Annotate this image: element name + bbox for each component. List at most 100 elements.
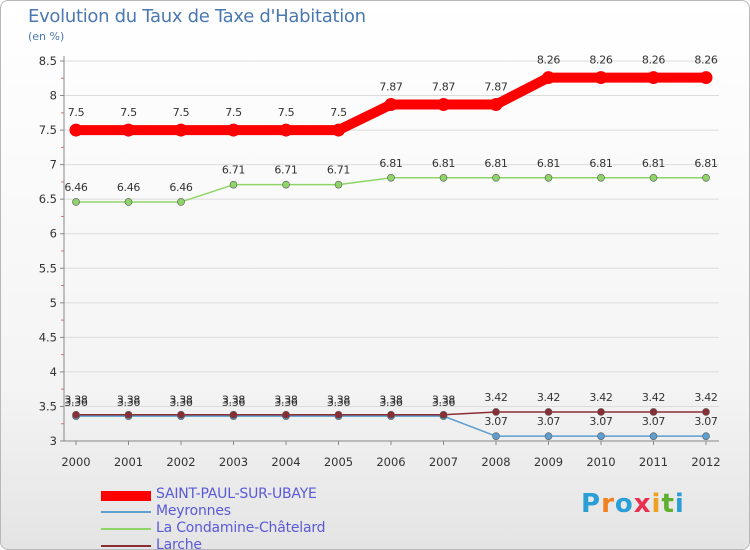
series-saint-paul-label: 7.87 (432, 81, 456, 94)
proxiti-logo: Proxiti (581, 489, 685, 519)
series-meyronnes-label: 3.07 (642, 415, 666, 428)
series-la-condamine-point (387, 173, 395, 182)
y-tick-label: 8.5 (39, 54, 57, 68)
series-saint-paul-point (542, 71, 555, 85)
series-larche-point (282, 410, 290, 419)
series-la-condamine-point (72, 198, 80, 206)
y-tick-label: 5 (50, 296, 57, 310)
series-la-condamine-point (492, 173, 500, 182)
series-meyronnes-label: 3.36 (274, 396, 298, 409)
series-larche-label: 3.38 (222, 394, 246, 407)
series-larche-point (387, 410, 395, 419)
series-la-condamine-label: 6.46 (64, 181, 88, 194)
series-saint-paul-point (174, 123, 188, 137)
logo-letter: x (633, 489, 652, 519)
series-saint-paul-label: 8.26 (642, 54, 666, 67)
series-saint-paul-label: 8.26 (537, 54, 561, 67)
logo-letter: t (661, 489, 675, 519)
series-saint-paul-label: 7.5 (68, 106, 85, 119)
x-tick-label: 2003 (219, 455, 248, 469)
series-saint-paul-label: 7.5 (173, 106, 190, 119)
y-tick-label: 5.5 (39, 261, 57, 275)
y-tick-label: 3 (50, 434, 57, 448)
logo-letter: o (614, 489, 634, 519)
x-tick-label: 2011 (639, 455, 668, 469)
x-tick-label: 2012 (691, 455, 720, 469)
y-tick-label: 7 (50, 158, 57, 172)
series-larche-point (492, 408, 500, 416)
series-larche-point (439, 410, 448, 419)
series-saint-paul-label: 7.5 (120, 106, 137, 119)
series-la-condamine-label: 6.46 (117, 181, 141, 194)
series-saint-paul-label: 7.5 (330, 106, 347, 119)
series-la-condamine-label: 6.71 (222, 164, 245, 177)
x-tick-label: 2009 (534, 455, 563, 469)
y-tick-label: 3.5 (39, 399, 57, 413)
series-meyronnes-point (597, 432, 605, 440)
series-la-condamine-label: 6.46 (169, 181, 193, 194)
series-saint-paul-label: 8.26 (589, 54, 613, 67)
y-tick-label: 8 (50, 89, 57, 103)
series-la-condamine-label: 6.71 (327, 164, 350, 177)
logo-letter: P (581, 489, 602, 519)
series-la-condamine-label: 6.81 (537, 157, 560, 170)
series-meyronnes-point (702, 432, 710, 440)
series-saint-paul-point (227, 123, 240, 137)
series-saint-paul-point (279, 123, 293, 137)
series-saint-paul-point (699, 71, 713, 85)
series-larche-label: 3.38 (64, 394, 88, 407)
series-la-condamine-point (229, 180, 238, 189)
x-tick-label: 2005 (324, 455, 353, 469)
series-la-condamine-point (649, 173, 658, 182)
series-saint-paul-label: 7.87 (484, 81, 508, 94)
series-la-condamine-point (124, 198, 133, 206)
series-la-condamine-point (702, 173, 710, 182)
series-saint-paul-point (122, 123, 135, 137)
x-tick-label: 2007 (429, 455, 458, 469)
legend-label: Larche (156, 537, 202, 550)
series-meyronnes-label: 3.36 (64, 396, 88, 409)
y-tick-label: 6 (50, 227, 57, 241)
x-tick-label: 2010 (586, 455, 615, 469)
y-tick-label: 4 (50, 365, 57, 379)
series-larche-label: 3.38 (432, 394, 456, 407)
series-larche-point (597, 408, 605, 416)
chart-subtitle: (en %) (28, 30, 65, 43)
legend-swatch (101, 491, 151, 501)
legend-label: SAINT-PAUL-SUR-UBAYE (156, 486, 317, 502)
x-tick-label: 2002 (166, 455, 195, 469)
series-meyronnes-point (492, 432, 500, 440)
legend-label: La Condamine-Châtelard (156, 520, 326, 536)
series-meyronnes-label: 3.07 (694, 415, 718, 428)
series-meyronnes-label: 3.36 (117, 396, 141, 409)
series-saint-paul-point (489, 98, 503, 112)
series-la-condamine-point (282, 180, 290, 189)
logo-letter: i (651, 489, 662, 519)
series-larche-label: 3.42 (694, 391, 717, 404)
series-larche-point (229, 410, 238, 419)
series-larche-label: 3.42 (484, 391, 507, 404)
chart-title: Evolution du Taux de Taxe d'Habitation (28, 6, 366, 27)
series-larche-label: 3.42 (537, 391, 560, 404)
x-tick-label: 2001 (114, 455, 143, 469)
series-larche-point (334, 410, 343, 419)
legend-swatch (101, 528, 151, 530)
series-larche-label: 3.38 (274, 394, 298, 407)
logo-letter: i (674, 489, 685, 519)
x-tick-label: 2000 (61, 455, 90, 469)
series-larche-label: 3.42 (642, 391, 665, 404)
series-meyronnes-point (544, 432, 553, 440)
series-larche-label: 3.38 (327, 394, 351, 407)
series-saint-paul-point (594, 71, 608, 85)
series-saint-paul-label: 7.5 (225, 106, 242, 119)
series-saint-paul-point (384, 98, 398, 112)
series-saint-paul-point (437, 98, 450, 112)
series-meyronnes-label: 3.07 (537, 415, 561, 428)
series-la-condamine-label: 6.81 (379, 157, 402, 170)
series-la-condamine-point (597, 173, 605, 182)
series-saint-paul-point (647, 71, 660, 85)
series-larche-point (649, 408, 658, 416)
series-saint-paul-label: 8.26 (694, 54, 718, 67)
legend-swatch (101, 545, 151, 547)
